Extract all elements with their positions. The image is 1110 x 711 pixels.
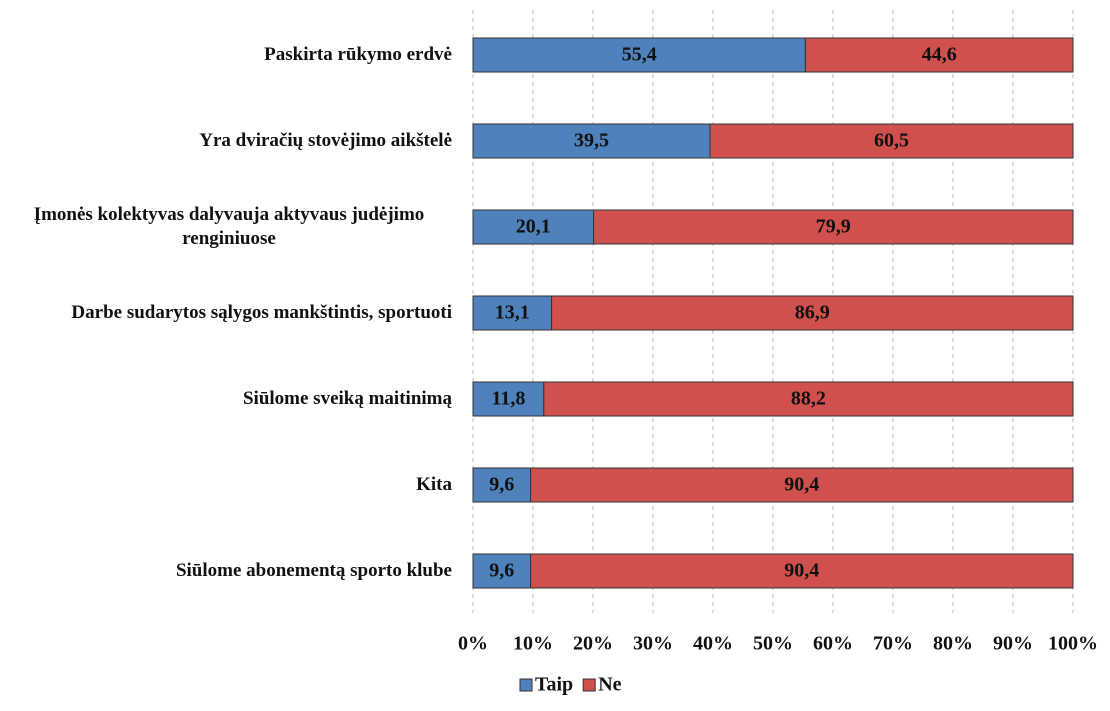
category-label: Įmonės kolektyvas dalyvauja aktyvaus jud… (0, 203, 452, 251)
x-tick-label: 0% (458, 633, 488, 655)
category-text: Siūlome sveiką maitinimą (242, 388, 452, 409)
x-tick-label: 60% (813, 633, 853, 655)
value-label: 60,5 (874, 130, 909, 152)
value-label: 11,8 (491, 388, 525, 410)
value-label: 79,9 (816, 216, 851, 238)
x-tick-label: 30% (633, 633, 673, 655)
bar-segment (530, 553, 1074, 589)
bar-segment (530, 467, 1074, 503)
category-label: Darbe sudarytos sąlygos mankštintis, spo… (0, 301, 452, 325)
bar-segment (543, 381, 1074, 417)
value-label: 55,4 (622, 44, 657, 66)
value-label: 90,4 (784, 560, 819, 582)
bar-segment (709, 123, 1074, 159)
category-label: Yra dviračių stovėjimo aikštelė (0, 129, 452, 153)
value-label: 9,6 (489, 474, 514, 496)
bar-segment (804, 37, 1074, 73)
category-text: Paskirta rūkymo erdvė (264, 44, 452, 65)
bar-segment (472, 37, 806, 73)
x-tick-label: 40% (693, 633, 733, 655)
x-tick-label: 70% (873, 633, 913, 655)
bar-segment (472, 381, 545, 417)
value-label: 90,4 (784, 474, 819, 496)
category-text: Darbe sudarytos sąlygos mankštintis, spo… (71, 302, 452, 323)
category-text: Kita (416, 474, 452, 495)
value-label: 86,9 (795, 302, 830, 324)
bar-segment (551, 295, 1074, 331)
value-label: 13,1 (495, 302, 530, 324)
category-text: Siūlome abonementą sporto klube (175, 560, 452, 581)
legend-label: Taip (535, 674, 573, 696)
x-tick-label: 10% (513, 633, 553, 655)
x-tick-label: 20% (573, 633, 613, 655)
category-label: Kita (0, 473, 452, 497)
legend-swatch (582, 678, 596, 692)
value-label: 20,1 (516, 216, 551, 238)
category-text: Įmonės kolektyvas dalyvauja aktyvaus jud… (33, 204, 425, 249)
x-tick-label: 100% (1048, 633, 1098, 655)
x-tick-label: 90% (993, 633, 1033, 655)
category-label: Paskirta rūkymo erdvė (0, 43, 452, 67)
value-label: 39,5 (574, 130, 609, 152)
bar-segment (472, 209, 595, 245)
legend-swatch (519, 678, 533, 692)
x-tick-label: 50% (753, 633, 793, 655)
category-text: Yra dviračių stovėjimo aikštelė (199, 130, 452, 151)
value-label: 44,6 (922, 44, 957, 66)
value-label: 9,6 (489, 560, 514, 582)
bar-segment (593, 209, 1074, 245)
bar-segment (472, 295, 553, 331)
legend-label: Ne (598, 674, 621, 696)
bar-segment (472, 123, 711, 159)
category-label: Siūlome abonementą sporto klube (0, 559, 452, 583)
category-label: Siūlome sveiką maitinimą (0, 387, 452, 411)
value-label: 88,2 (791, 388, 826, 410)
x-tick-label: 80% (933, 633, 973, 655)
bar-segment (472, 553, 532, 589)
